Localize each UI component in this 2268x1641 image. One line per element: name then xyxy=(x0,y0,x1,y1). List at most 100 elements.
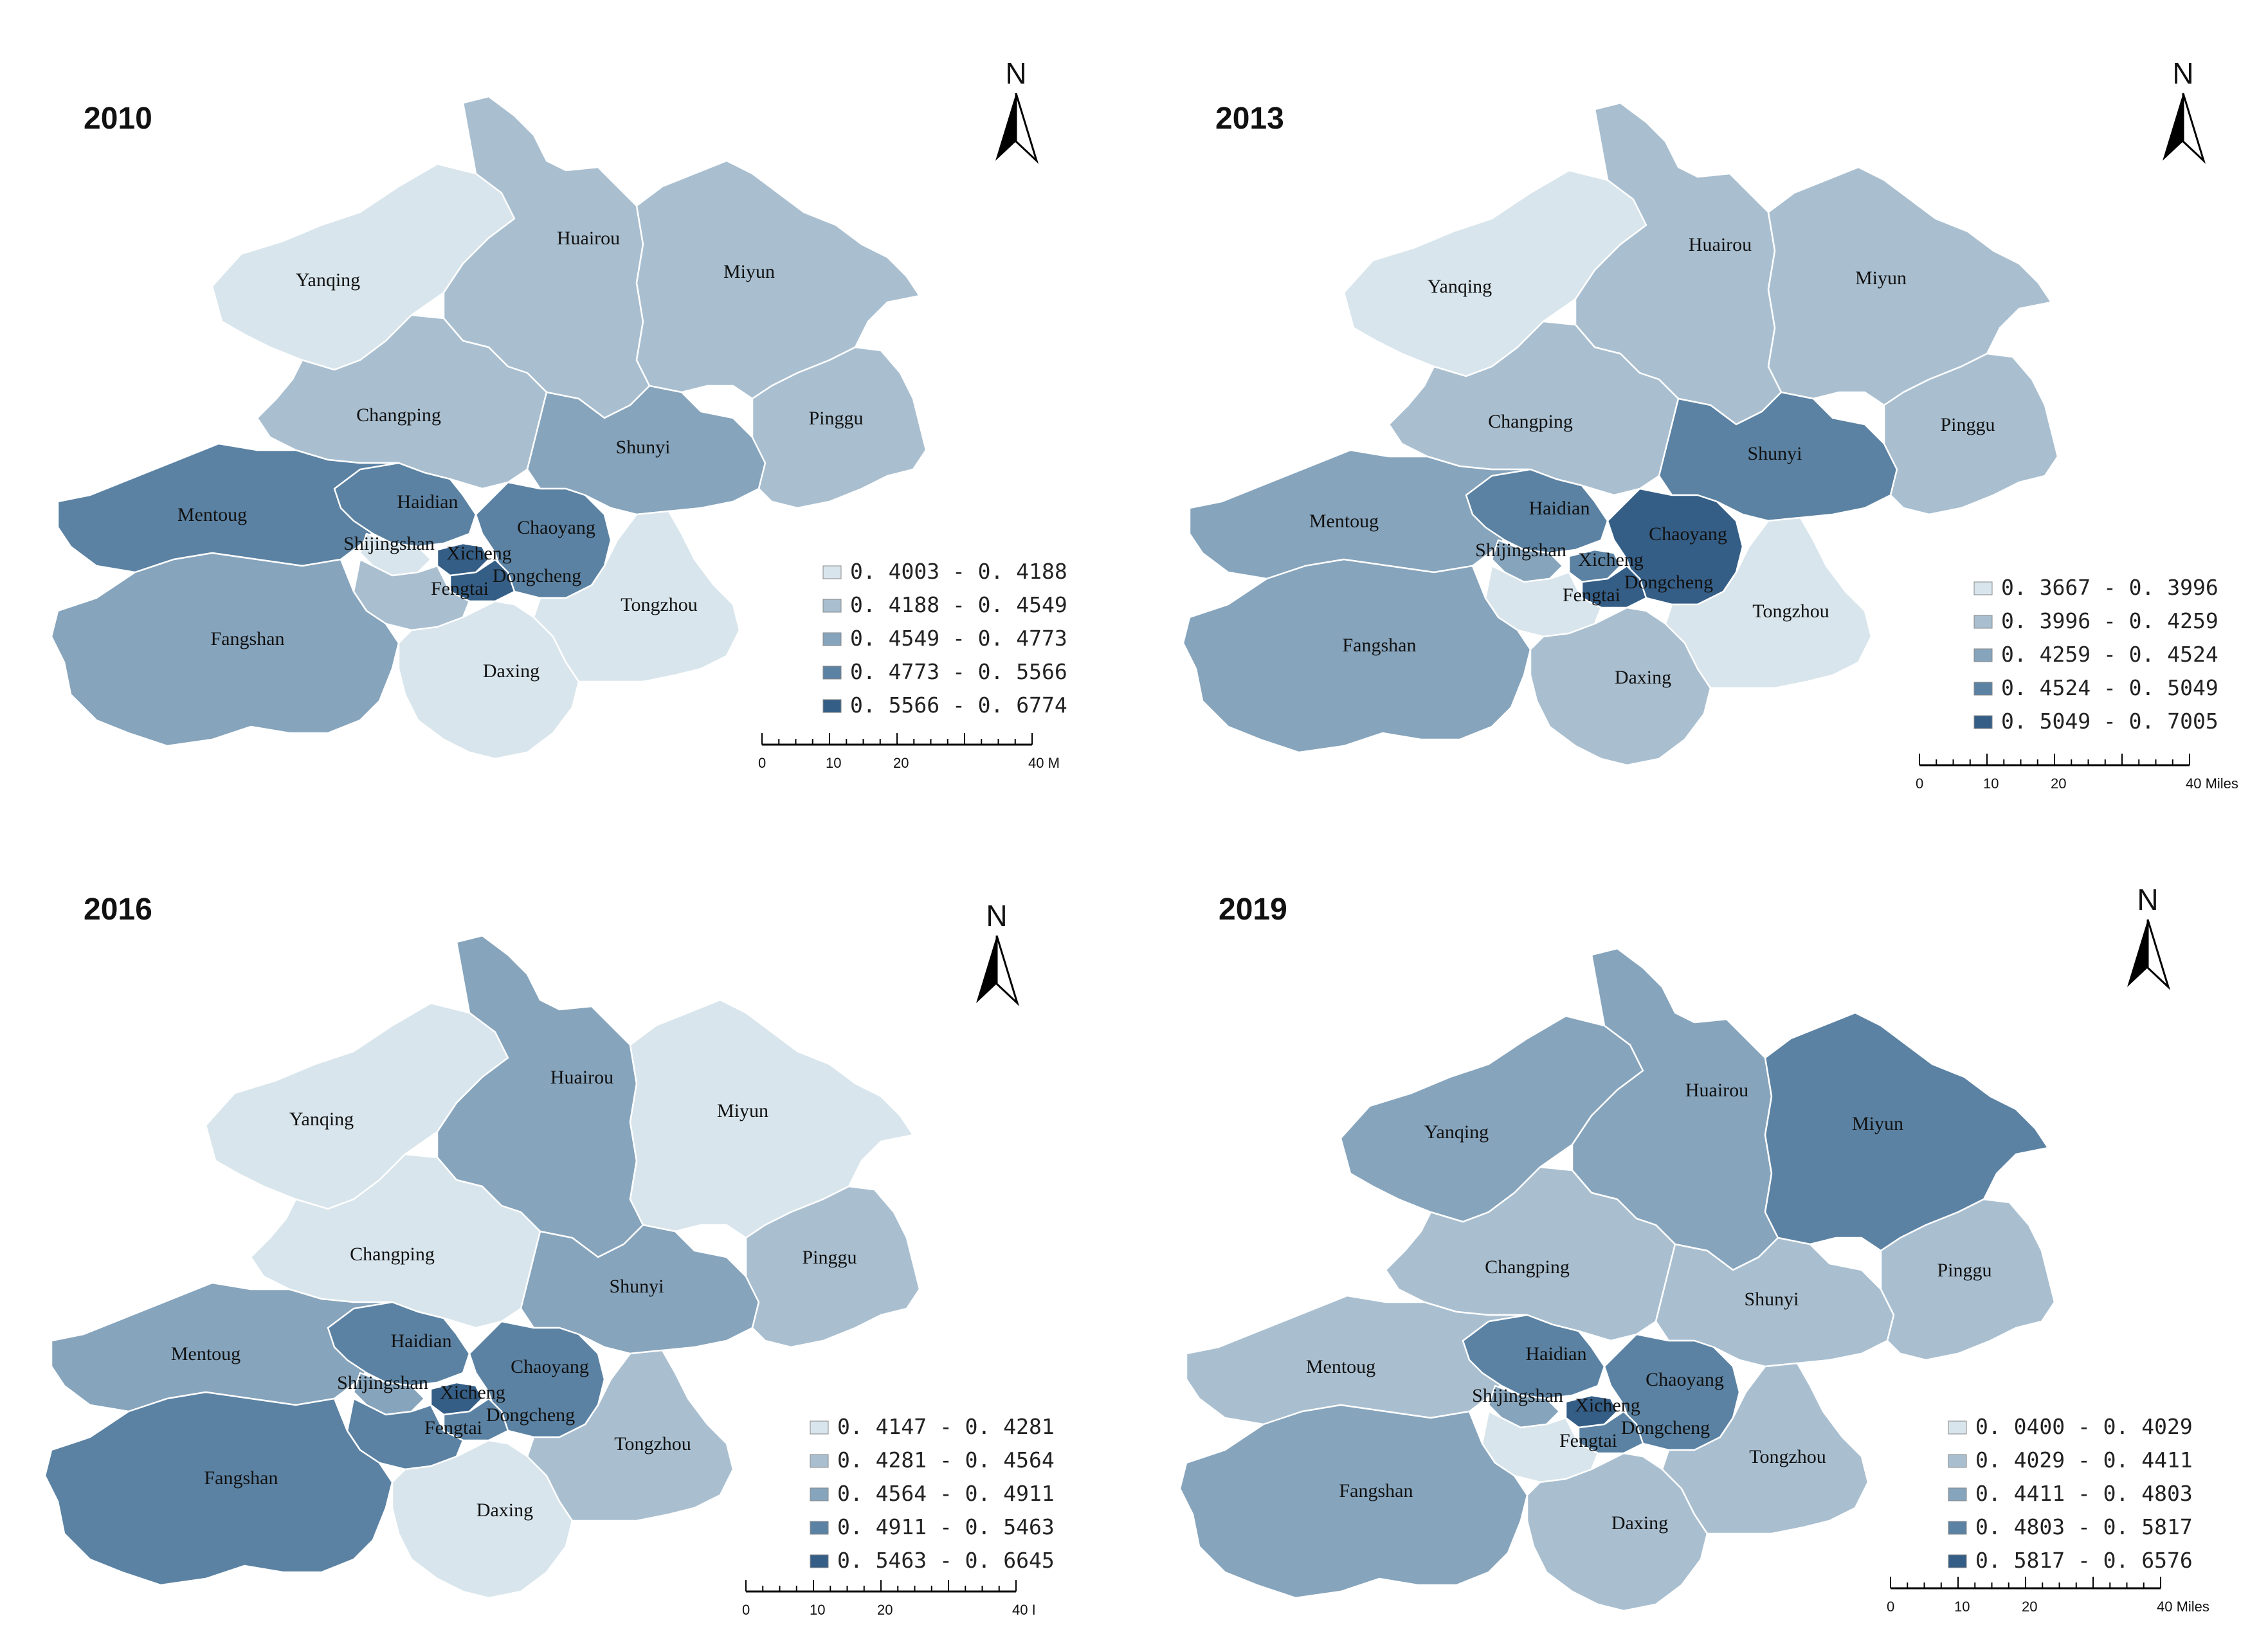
legend-entry: 0. 4564 - 0. 4911 xyxy=(837,1481,1055,1506)
legend-entry: 0. 0400 - 0. 4029 xyxy=(1975,1414,2193,1439)
north-arrow-icon: N xyxy=(995,57,1039,164)
district-label-huairou: Huairou xyxy=(1689,234,1752,255)
district-label-xicheng: Xicheng xyxy=(1578,549,1644,570)
district-label-yanqing: Yanqing xyxy=(289,1109,354,1130)
district-label-changping: Changping xyxy=(1488,411,1573,432)
district-label-fengtai: Fengtai xyxy=(431,578,489,599)
district-label-daxing: Daxing xyxy=(1615,667,1671,688)
scale-tick-label: 20 xyxy=(893,755,909,771)
district-shunyi xyxy=(520,1224,760,1355)
scale-tick-label: 0 xyxy=(1916,775,1923,792)
district-miyun xyxy=(1764,1011,2049,1252)
district-label-fangshan: Fangshan xyxy=(1339,1480,1413,1501)
scale-tick-label: 40 Miles xyxy=(2186,775,2238,792)
scale-tick-label: 10 xyxy=(810,1602,825,1618)
legend-entry: 0. 4911 - 0. 5463 xyxy=(837,1514,1055,1539)
year-label: 2013 xyxy=(1215,102,1284,136)
legend-entry: 0. 4003 - 0. 4188 xyxy=(850,559,1067,584)
district-label-pinggu: Pinggu xyxy=(808,408,863,429)
district-miyun xyxy=(629,999,914,1239)
district-label-huairou: Huairou xyxy=(550,1067,613,1088)
district-label-miyun: Miyun xyxy=(1852,1113,1903,1134)
legend-entry: 0. 4281 - 0. 4564 xyxy=(837,1447,1055,1473)
district-tongzhou xyxy=(1661,1362,1869,1535)
choropleth-map: Yanqing Huairou Miyun Changping Shunyi Pinggu… xyxy=(1182,102,2059,766)
district-daxing xyxy=(1529,606,1712,766)
legend-entry: 0. 4549 - 0. 4773 xyxy=(850,626,1067,651)
scale-bar: 0 10 20 40 I xyxy=(742,1580,1036,1618)
district-label-huairou: Huairou xyxy=(557,228,620,249)
north-label: N xyxy=(2172,57,2193,90)
choropleth-map: Yanqing Huairou Miyun Changping Shunyi Pinggu… xyxy=(50,95,927,760)
legend-swatch xyxy=(1973,682,1993,696)
legend-entry: 0. 3667 - 0. 3996 xyxy=(2001,575,2218,600)
legend-swatch xyxy=(810,1521,829,1535)
district-daxing xyxy=(397,600,580,760)
district-label-haidian: Haidian xyxy=(397,491,458,512)
district-label-xicheng: Xicheng xyxy=(440,1382,505,1403)
district-label-daxing: Daxing xyxy=(476,1500,533,1521)
legend: 0. 0400 - 0. 4029 0. 4029 - 0. 4411 0. 441… xyxy=(1948,1414,2193,1573)
district-shunyi xyxy=(526,385,767,516)
legend-swatch xyxy=(810,1420,829,1435)
legend: 0. 3667 - 0. 3996 0. 3996 - 0. 4259 0. 425… xyxy=(1973,575,2218,734)
legend-entry: 0. 4188 - 0. 4549 xyxy=(850,592,1067,617)
scale-tick-label: 40 I xyxy=(1012,1602,1036,1618)
legend-swatch xyxy=(1973,715,1993,729)
legend-entry: 0. 5817 - 0. 6576 xyxy=(1975,1548,2193,1573)
district-label-mentoug: Mentoug xyxy=(1306,1356,1375,1377)
legend-swatch xyxy=(1973,648,1993,662)
district-label-pinggu: Pinggu xyxy=(1937,1260,1991,1281)
year-label: 2010 xyxy=(84,102,152,136)
legend-entry: 0. 4803 - 0. 5817 xyxy=(1975,1514,2193,1539)
district-label-daxing: Daxing xyxy=(1611,1512,1668,1534)
district-label-chaoyang: Chaoyang xyxy=(517,517,595,538)
district-pinggu xyxy=(751,346,927,509)
north-arrow-icon: N xyxy=(976,899,1020,1006)
map-panel-2016: Yanqing Huairou Miyun Changping Shunyi Pinggu… xyxy=(44,893,1055,1618)
district-label-changping: Changping xyxy=(356,404,441,426)
scale-tick-label: 40 Miles xyxy=(2157,1599,2209,1615)
district-label-pinggu: Pinggu xyxy=(802,1247,857,1268)
choropleth-map: Yanqing Huairou Miyun Changping Shunyi Pinggu… xyxy=(44,934,921,1599)
district-label-xicheng: Xicheng xyxy=(446,543,512,564)
legend-swatch xyxy=(810,1454,829,1468)
district-label-tongzhou: Tongzhou xyxy=(1749,1446,1826,1467)
scale-tick-label: 0 xyxy=(758,755,766,771)
district-fangshan xyxy=(44,1391,394,1586)
legend-entry: 0. 3996 - 0. 4259 xyxy=(2001,608,2218,633)
district-label-shijingshan: Shijingshan xyxy=(343,533,435,554)
district-haidian xyxy=(1462,1314,1606,1400)
district-tongzhou xyxy=(526,1349,734,1522)
district-tongzhou xyxy=(1664,516,1873,689)
district-label-dongcheng: Dongcheng xyxy=(1624,572,1713,593)
district-tongzhou xyxy=(532,510,741,683)
district-shunyi xyxy=(1655,1237,1895,1368)
district-label-yanqing: Yanqing xyxy=(296,269,360,291)
district-label-pinggu: Pinggu xyxy=(1940,414,1995,435)
district-label-chaoyang: Chaoyang xyxy=(1646,1369,1724,1390)
district-pinggu xyxy=(1883,352,2059,516)
legend-entry: 0. 5463 - 0. 6645 xyxy=(837,1548,1055,1573)
district-label-fengtai: Fengtai xyxy=(1563,585,1620,606)
district-label-tongzhou: Tongzhou xyxy=(614,1433,691,1455)
district-label-mentoug: Mentoug xyxy=(177,504,247,525)
legend: 0. 4003 - 0. 4188 0. 4188 - 0. 4549 0. 454… xyxy=(822,559,1067,718)
district-label-mentoug: Mentoug xyxy=(1309,511,1379,532)
district-label-xicheng: Xicheng xyxy=(1575,1395,1640,1416)
scale-tick-label: 20 xyxy=(2051,775,2066,792)
legend-entry: 0. 5049 - 0. 7005 xyxy=(2001,709,2218,734)
district-label-shijingshan: Shijingshan xyxy=(337,1372,428,1393)
legend-swatch xyxy=(1973,581,1993,595)
scale-tick-label: 10 xyxy=(826,755,841,771)
district-fangshan xyxy=(1182,558,1532,754)
legend-swatch xyxy=(822,699,842,713)
district-label-fengtai: Fengtai xyxy=(1559,1430,1617,1451)
legend-swatch xyxy=(1948,1487,1967,1501)
district-label-huairou: Huairou xyxy=(1685,1080,1748,1101)
legend-entry: 0. 4524 - 0. 5049 xyxy=(2001,675,2218,700)
district-daxing xyxy=(1526,1452,1709,1612)
legend-entry: 0. 4259 - 0. 4524 xyxy=(2001,642,2218,667)
scale-tick-label: 10 xyxy=(1954,1599,1970,1615)
district-label-fangshan: Fangshan xyxy=(1343,635,1417,656)
